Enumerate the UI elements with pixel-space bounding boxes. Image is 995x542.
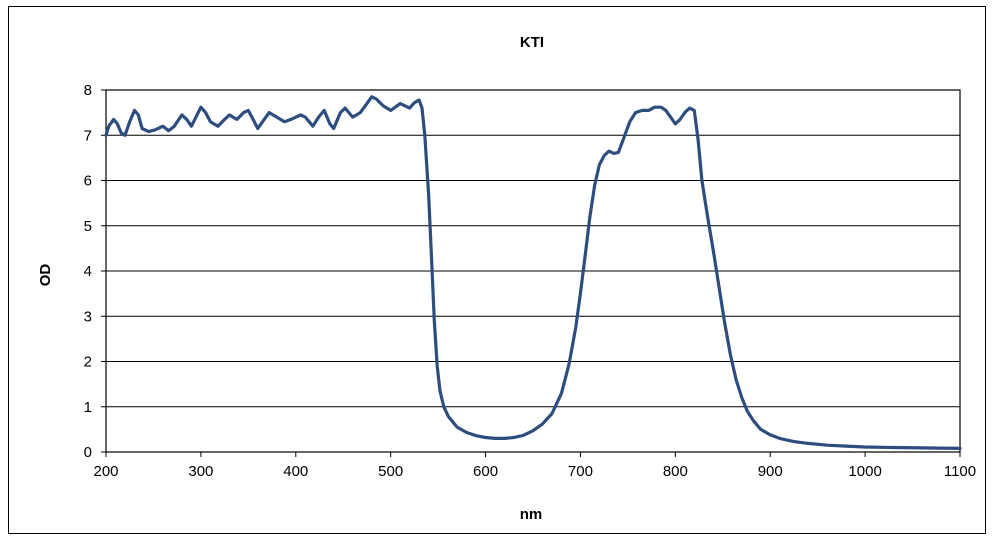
x-axis-title: nm (520, 506, 543, 523)
y-tick-label: 7 (84, 127, 92, 144)
x-tick-label: 700 (568, 463, 593, 480)
y-tick-label: 0 (84, 444, 92, 461)
x-tick-label: 200 (93, 463, 118, 480)
y-tick-label: 6 (84, 173, 92, 190)
y-tick-label: 8 (84, 82, 92, 99)
series-line-0 (104, 95, 962, 450)
y-tick-label: 1 (84, 399, 92, 416)
x-tick-label: 1000 (848, 463, 881, 480)
x-tick-label: 300 (188, 463, 213, 480)
x-tick-label: 800 (663, 463, 688, 480)
y-tick-label: 2 (84, 354, 92, 371)
x-tick-label: 500 (378, 463, 403, 480)
y-tick-label: 4 (84, 263, 92, 280)
x-axis: 200 300 400 500 600 700 800 900 1000 1100 (93, 452, 976, 480)
grid-lines (106, 89, 960, 453)
y-tick-label: 3 (84, 308, 92, 325)
y-axis-title: OD (37, 264, 54, 287)
x-tick-label: 400 (283, 463, 308, 480)
x-tick-label: 900 (758, 463, 783, 480)
x-tick-label: 1100 (944, 463, 976, 480)
series-layer (104, 95, 962, 450)
chart-title: KTI (520, 34, 544, 51)
x-tick-label: 600 (473, 463, 498, 480)
y-axis: 0 1 2 3 4 5 6 7 8 (84, 82, 106, 461)
y-tick-label: 5 (84, 218, 92, 235)
